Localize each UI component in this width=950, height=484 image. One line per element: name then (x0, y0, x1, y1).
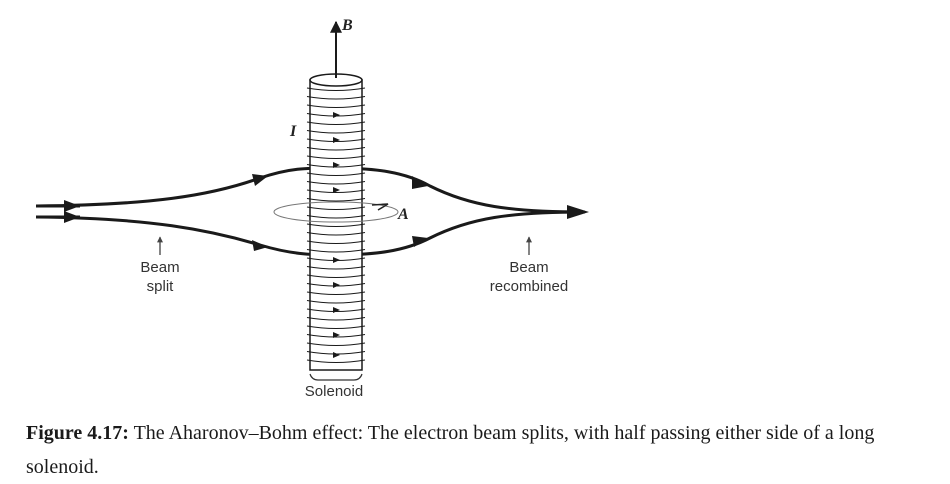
current-direction-arrow (333, 332, 340, 338)
solenoid-winding (306, 299, 366, 304)
beam-split-annotation: Beam split (140, 236, 180, 295)
solenoid-winding (306, 121, 366, 126)
solenoid-winding (306, 240, 366, 245)
current-direction-arrow (333, 187, 340, 193)
solenoid-winding (306, 325, 366, 330)
solenoid-winding (306, 316, 366, 321)
upper-beam-arrow-left (252, 174, 268, 186)
aharonov-bohm-diagram: B I A Beam split Beam recombined Solenoi… (35, 17, 589, 400)
beam-split-label-line2: split (147, 278, 175, 295)
solenoid-winding (306, 223, 366, 228)
caption-text: The Aharonov–Bohm effect: The electron b… (26, 422, 875, 478)
current-direction-arrow (333, 137, 340, 143)
solenoid-winding (306, 231, 366, 236)
current-direction-arrow (333, 257, 340, 263)
solenoid-winding (306, 359, 366, 364)
current-direction-arrow (333, 352, 340, 358)
recombined-arrow (567, 205, 589, 219)
solenoid-label: Solenoid (305, 383, 363, 400)
vector-potential-loop (273, 201, 399, 223)
beam-recombined-label-line1: Beam (509, 259, 548, 276)
beam-recombined-label-line2: recombined (490, 278, 568, 295)
solenoid-winding (306, 333, 366, 338)
lower-beam-arrow-left (252, 240, 268, 251)
magnetic-field-label: B (341, 17, 353, 34)
solenoid-winding (306, 189, 366, 194)
solenoid-winding (306, 129, 366, 134)
current-direction-arrow (333, 112, 340, 118)
incoming-beam (36, 200, 80, 223)
solenoid-winding (306, 163, 366, 168)
beam-recombined-annotation: Beam recombined (490, 236, 568, 295)
solenoid-winding (306, 291, 366, 296)
solenoid-winding (306, 172, 366, 177)
solenoid-winding (306, 180, 366, 185)
solenoid-winding (306, 95, 366, 100)
solenoid-winding (306, 265, 366, 270)
upper-beam-arrow-right (412, 176, 428, 189)
current-direction-arrow (333, 307, 340, 313)
beam-split-label-line1: Beam (140, 259, 179, 276)
solenoid-winding (306, 155, 366, 160)
solenoid-annotation: Solenoid (305, 373, 363, 400)
solenoid-winding (306, 274, 366, 279)
solenoid-winding (306, 146, 366, 151)
solenoid-winding (306, 197, 366, 202)
solenoid-winding (306, 248, 366, 253)
solenoid-winding (306, 342, 366, 347)
vector-potential-arrow (371, 203, 389, 211)
current-direction-arrow (333, 162, 340, 168)
current-label: I (289, 123, 297, 140)
solenoid (306, 73, 366, 371)
caption-label: Figure 4.17: (26, 422, 129, 444)
solenoid-winding (306, 87, 366, 92)
figure-caption: Figure 4.17: The Aharonov–Bohm effect: T… (26, 416, 926, 484)
vector-potential-label: A (397, 206, 409, 223)
lower-beam-arrow-right (412, 236, 428, 247)
current-direction-arrow (333, 282, 340, 288)
solenoid-winding (306, 206, 366, 211)
solenoid-winding (306, 104, 366, 109)
solenoid-winding (306, 214, 366, 219)
